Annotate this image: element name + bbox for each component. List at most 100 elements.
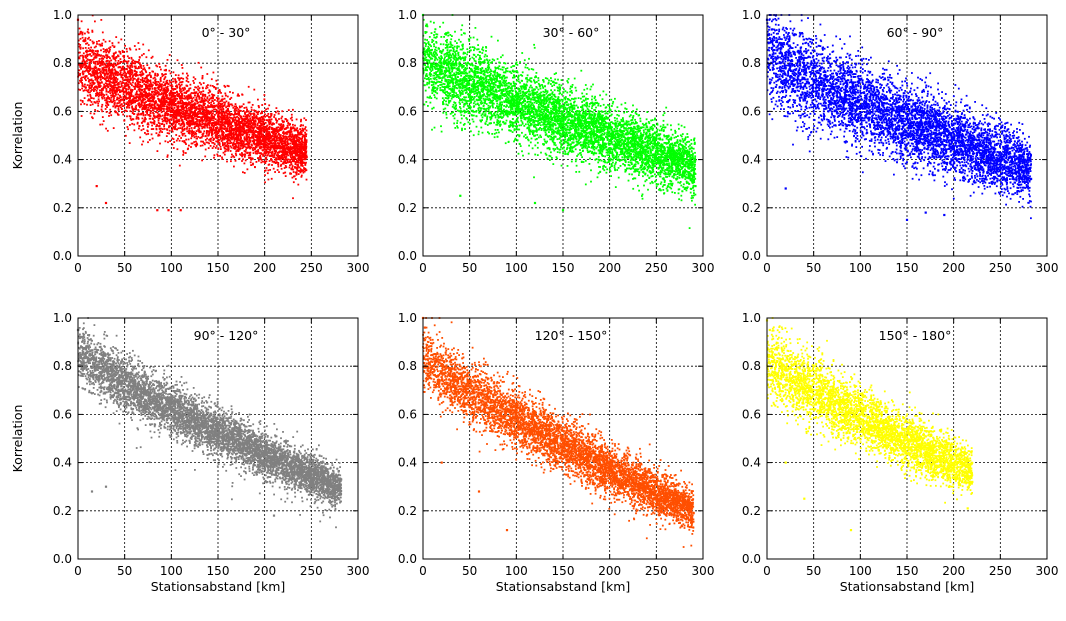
scatter-point [266,119,268,121]
scatter-point [105,108,107,110]
scatter-point [201,160,203,162]
scatter-point [79,44,81,46]
scatter-point [238,144,240,146]
scatter-point [88,79,90,81]
scatter-point [296,119,298,121]
scatter-point [239,107,241,109]
scatter-point [205,149,207,151]
scatter-point [153,120,155,122]
scatter-point [136,100,138,102]
scatter-point [219,113,221,115]
scatter-point [181,100,183,102]
scatter-point [159,128,161,130]
scatter-point [272,151,274,153]
scatter-point [165,65,167,67]
scatter-point [288,143,290,145]
scatter-point [94,73,96,75]
scatter-point [250,164,252,166]
scatter-point [89,62,91,64]
scatter-point [183,88,185,90]
scatter-point [182,119,184,121]
scatter-point [92,80,94,82]
scatter-point [182,104,184,106]
scatter-point [154,80,156,82]
scatter-point [163,89,165,91]
scatter-point [222,139,224,141]
scatter-point [280,165,282,167]
scatter-point [289,173,291,175]
scatter-point [261,112,263,114]
scatter-point [112,57,114,59]
scatter-point [84,33,86,35]
scatter-point [281,168,283,170]
scatter-point [89,87,91,89]
scatter-point [212,136,214,138]
scatter-point [228,147,230,149]
scatter-point [200,67,202,69]
scatter-point [284,144,286,146]
scatter-point [184,129,186,131]
scatter-point [110,99,112,101]
scatter-point [252,158,254,160]
scatter-point [131,84,133,86]
scatter-point [167,59,169,61]
scatter-point [117,98,119,100]
scatter-point [200,131,202,133]
scatter-point [95,50,97,52]
scatter-point [187,75,189,77]
scatter-point [162,115,164,117]
scatter-point [96,54,98,56]
scatter-point [137,93,139,95]
scatter-point [217,124,219,126]
scatter-point [143,65,145,67]
scatter-point [289,123,291,125]
scatter-point [97,88,99,90]
scatter-point [96,71,98,73]
scatter-point [92,103,94,105]
scatter-point [204,127,206,129]
scatter-point [171,85,173,87]
scatter-point [227,125,229,127]
scatter-point [298,173,300,175]
scatter-point [300,119,302,121]
scatter-point [173,138,175,140]
scatter-point [130,71,132,73]
scatter-point [196,100,198,102]
scatter-point [301,151,303,153]
scatter-point [212,98,214,100]
scatter-point [247,152,249,154]
scatter-point [235,160,237,162]
scatter-point [117,74,119,76]
scatter-point [244,172,246,174]
scatter-point [129,142,131,144]
scatter-point [125,60,127,62]
scatter-point [145,108,147,110]
scatter-point [209,112,211,114]
scatter-point [222,131,224,133]
scatter-point [263,126,265,128]
scatter-point [138,128,140,130]
scatter-point [184,92,186,94]
scatter-point [123,61,125,63]
scatter-point [264,119,266,121]
scatter-point [161,109,163,111]
scatter-point [115,65,117,67]
scatter-point [122,114,124,116]
scatter-point [187,99,189,101]
scatter-point [198,104,200,106]
scatter-point [116,103,118,105]
scatter-point [196,102,198,104]
scatter-point [117,89,119,91]
scatter-point [254,114,256,116]
scatter-point [172,81,174,83]
scatter-point [149,100,151,102]
scatter-point [107,86,109,88]
scatter-point [247,146,249,148]
scatter-point [178,115,180,117]
scatter-point [219,100,221,102]
scatter-point [87,66,89,68]
scatter-point [221,133,223,135]
scatter-point [215,147,217,149]
scatter-point [300,133,302,135]
scatter-point [123,105,125,107]
